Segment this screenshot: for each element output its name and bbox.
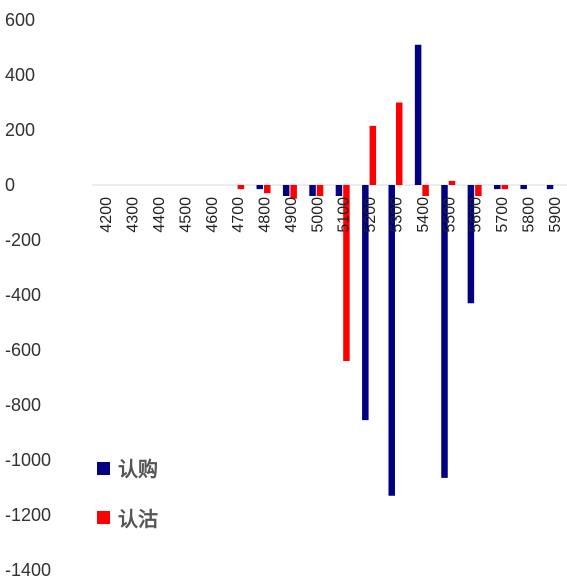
x-tick-label: 4900 [283,197,300,233]
x-tick-label: 5600 [468,197,485,233]
y-tick-label: -600 [5,340,41,360]
x-tick-label: 5500 [441,197,458,233]
call-bar-4800 [256,185,264,190]
put-bar-4700 [237,185,245,190]
legend-label-call: 认购 [118,457,158,481]
y-tick-label: -200 [5,230,41,250]
put-bar-5200 [369,125,377,185]
put-bar-5000 [316,185,324,196]
x-tick-label: 5300 [388,197,405,233]
put-bar-4900 [290,185,297,199]
y-tick-label: 600 [5,10,35,30]
x-tick-label: 5000 [309,197,326,233]
bars-group [237,44,554,496]
put-bar-5100 [343,185,350,361]
call-bar-5000 [309,185,316,196]
y-axis-tick-labels: 600 400 200 0 -200 -400 -600 -800 -1000 -1200 -140… [5,10,51,578]
legend-label-put: 认沽 [118,507,158,531]
y-tick-label: 400 [5,65,35,85]
x-tick-label: 5100 [336,197,353,233]
y-tick-label: -1200 [5,505,51,525]
legend: 认购 认沽 [97,457,158,531]
x-tick-label: 4200 [98,197,115,233]
put-bar-5700 [501,185,509,190]
put-bar-5500 [448,180,456,185]
x-tick-label: 5400 [415,197,432,233]
y-tick-label: -800 [5,395,41,415]
put-bar-5300 [395,102,403,185]
call-bar-5600 [467,185,475,304]
put-bar-4800 [264,185,271,194]
legend-swatch-put [97,511,110,524]
x-tick-label: 4300 [125,197,142,233]
x-tick-label: 5900 [547,197,564,233]
call-bar-5300 [388,185,395,496]
x-axis-tick-labels: 4200 4300 4400 4500 4600 4700 4800 4900 5000 5100… [98,197,564,233]
call-bar-5200 [362,185,369,421]
x-tick-label: 4700 [230,197,247,233]
y-tick-label: -1000 [5,450,51,470]
put-bar-5600 [475,185,482,196]
call-bar-5100 [335,185,343,196]
x-tick-label: 5700 [494,197,511,233]
x-tick-label: 4500 [177,197,194,233]
call-bar-5400 [414,44,422,185]
call-bar-5700 [494,185,501,190]
call-bar-5900 [546,185,554,190]
x-tick-label: 5200 [362,197,379,233]
legend-swatch-call [97,462,110,475]
y-tick-label: 0 [5,175,15,195]
y-tick-label: -1400 [5,560,51,578]
x-tick-label: 4400 [151,197,168,233]
y-tick-label: -400 [5,285,41,305]
x-tick-label: 4800 [257,197,274,233]
call-bar-5800 [520,185,527,190]
x-tick-label: 5800 [520,197,537,233]
y-tick-label: 200 [5,120,35,140]
call-bar-4900 [282,185,290,196]
put-bar-5400 [422,185,429,196]
call-bar-5500 [441,185,448,478]
x-tick-label: 4600 [204,197,221,233]
